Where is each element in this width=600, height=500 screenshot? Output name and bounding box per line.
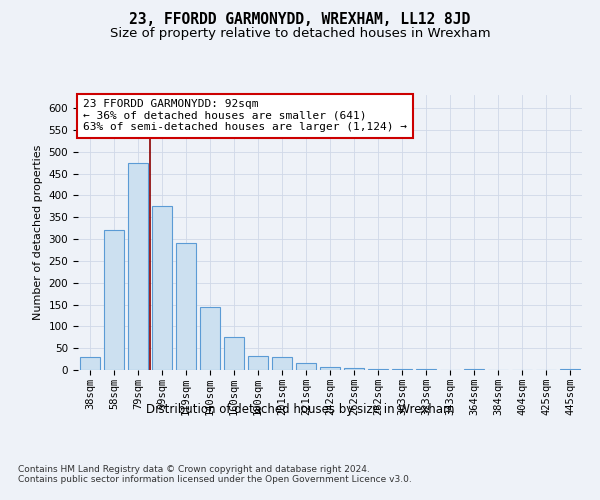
Bar xyxy=(152,206,172,370)
Bar xyxy=(392,369,412,370)
Text: Contains HM Land Registry data © Crown copyright and database right 2024.
Contai: Contains HM Land Registry data © Crown c… xyxy=(18,465,412,484)
Bar xyxy=(344,368,364,370)
Bar xyxy=(296,364,316,370)
Bar xyxy=(464,368,484,370)
Bar xyxy=(80,357,100,370)
Text: Size of property relative to detached houses in Wrexham: Size of property relative to detached ho… xyxy=(110,28,490,40)
Bar xyxy=(248,356,268,370)
Bar xyxy=(560,368,580,370)
Bar xyxy=(176,244,196,370)
Bar xyxy=(224,338,244,370)
Y-axis label: Number of detached properties: Number of detached properties xyxy=(33,145,43,320)
Bar xyxy=(128,162,148,370)
Text: Distribution of detached houses by size in Wrexham: Distribution of detached houses by size … xyxy=(146,402,454,415)
Bar xyxy=(416,369,436,370)
Bar xyxy=(320,367,340,370)
Text: 23 FFORDD GARMONYDD: 92sqm
← 36% of detached houses are smaller (641)
63% of sem: 23 FFORDD GARMONYDD: 92sqm ← 36% of deta… xyxy=(83,99,407,132)
Text: 23, FFORDD GARMONYDD, WREXHAM, LL12 8JD: 23, FFORDD GARMONYDD, WREXHAM, LL12 8JD xyxy=(130,12,470,28)
Bar xyxy=(368,368,388,370)
Bar xyxy=(272,357,292,370)
Bar xyxy=(104,230,124,370)
Bar xyxy=(200,306,220,370)
